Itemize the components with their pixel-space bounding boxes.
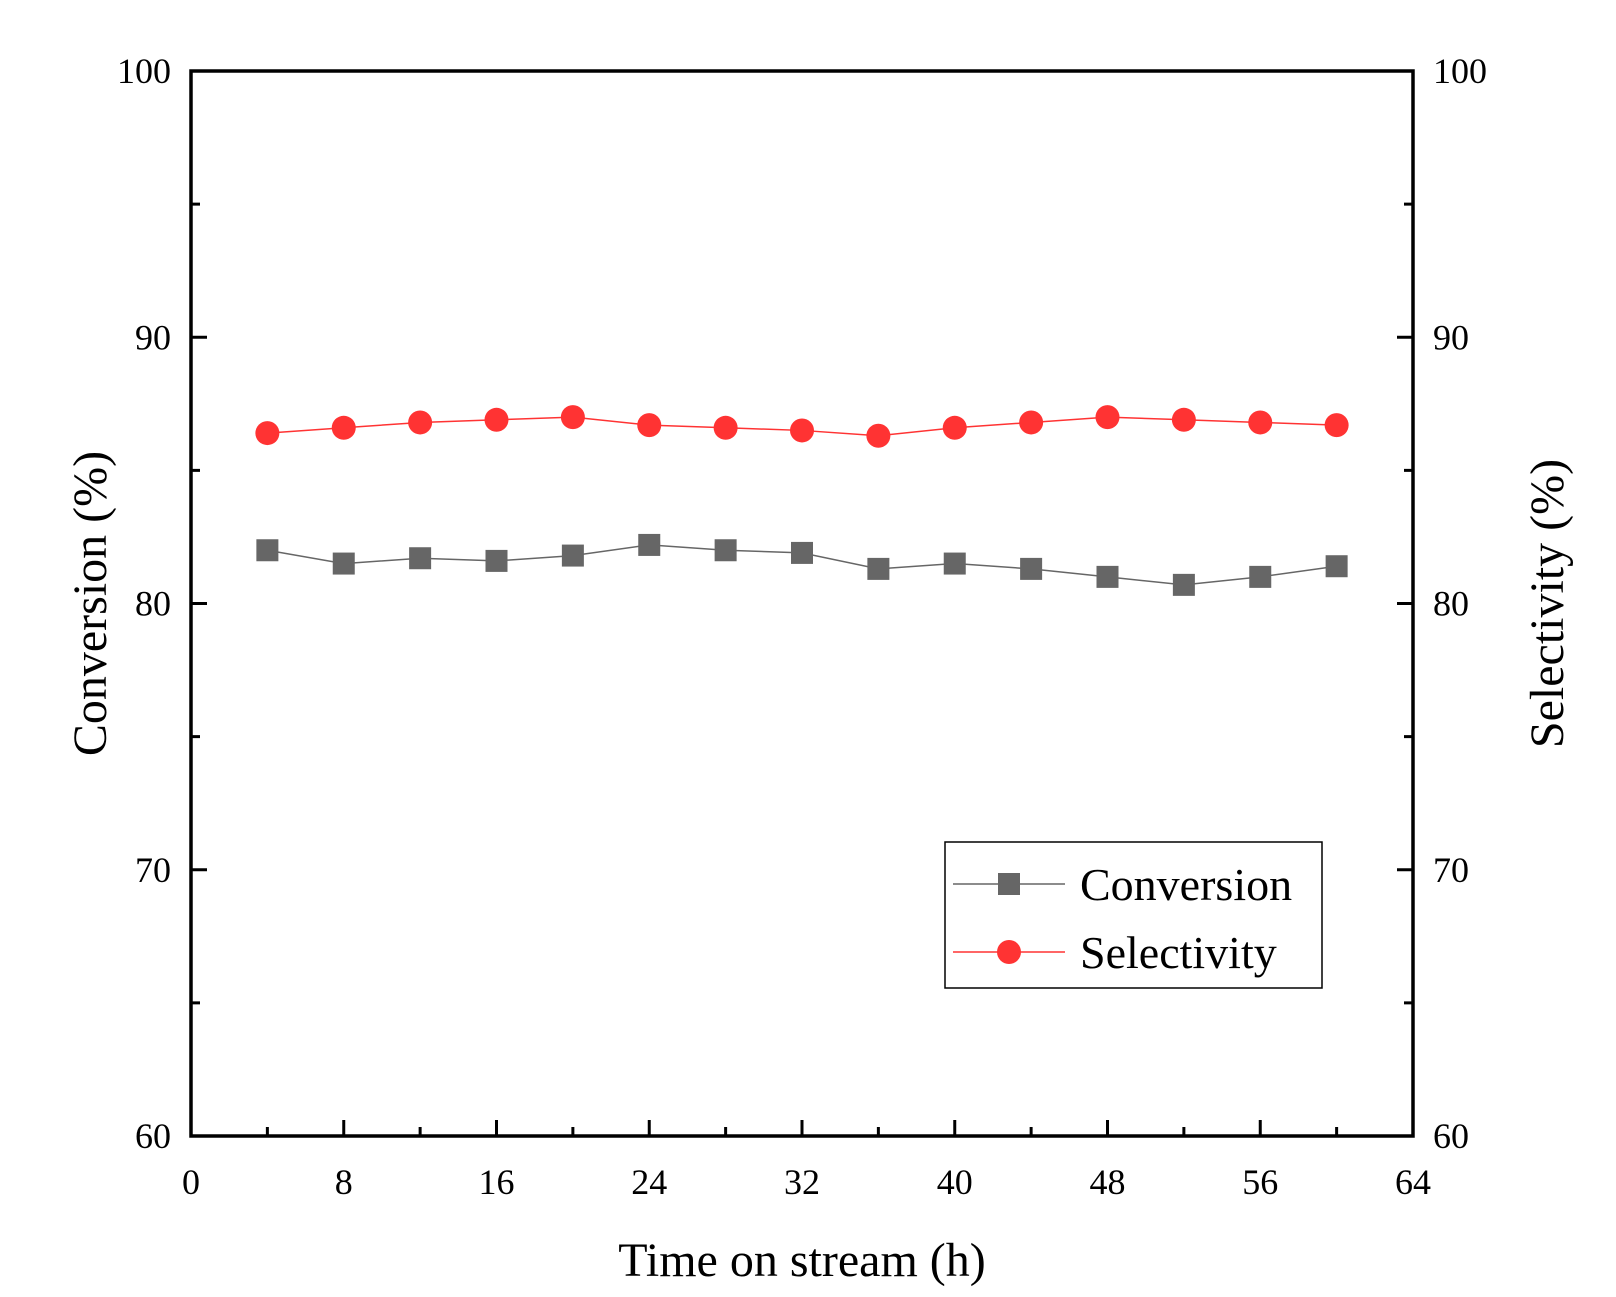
y-tick-label-left: 90 [135, 317, 171, 357]
data-point-selectivity [1324, 413, 1349, 438]
data-point-selectivity [1248, 410, 1273, 435]
y-axis-title-left: Conversion (%) [64, 451, 117, 756]
x-tick-label: 32 [784, 1162, 820, 1202]
legend-marker-selectivity [997, 940, 1021, 964]
data-point-selectivity [408, 410, 433, 435]
y-tick-label-left: 60 [135, 1116, 171, 1156]
data-point-conversion [1249, 565, 1272, 588]
data-point-selectivity [484, 407, 509, 432]
data-point-conversion [256, 539, 279, 562]
data-point-conversion [1020, 557, 1043, 580]
data-point-selectivity [637, 413, 662, 438]
x-tick-label: 0 [182, 1162, 200, 1202]
y-axis-title-right: Selectivity (%) [1521, 459, 1574, 748]
data-point-selectivity [866, 423, 891, 448]
legend-label-conversion: Conversion [1080, 859, 1292, 910]
data-point-selectivity [942, 415, 967, 440]
data-point-selectivity [1095, 405, 1120, 430]
x-tick-label: 40 [937, 1162, 973, 1202]
plot-frame [189, 69, 1415, 1138]
data-point-selectivity [1019, 410, 1044, 435]
y-tick-label-left: 100 [117, 51, 171, 91]
x-tick-label: 24 [631, 1162, 667, 1202]
data-point-conversion [867, 557, 890, 580]
data-point-conversion [1325, 555, 1348, 578]
data-point-conversion [1096, 565, 1119, 588]
data-point-conversion [561, 544, 584, 567]
x-axis-title: Time on stream (h) [618, 1234, 986, 1287]
y-tick-label-right: 80 [1433, 584, 1469, 624]
x-tick-label: 16 [479, 1162, 515, 1202]
data-point-selectivity [255, 421, 280, 446]
x-tick-label: 8 [335, 1162, 353, 1202]
data-point-conversion [409, 547, 432, 570]
legend: Conversion Selectivity [944, 841, 1323, 989]
series-layer [255, 405, 1349, 596]
data-point-conversion [1172, 573, 1195, 596]
data-point-conversion [332, 552, 355, 575]
data-point-selectivity [1171, 407, 1196, 432]
y-tick-label-left: 70 [135, 850, 171, 890]
data-point-selectivity [713, 415, 738, 440]
data-point-selectivity [790, 418, 814, 443]
y-tick-label-left: 80 [135, 584, 171, 624]
data-point-conversion [485, 549, 508, 572]
x-tick-label: 64 [1395, 1162, 1431, 1202]
y-tick-label-right: 100 [1433, 51, 1487, 91]
data-point-conversion [791, 541, 813, 564]
data-point-conversion [714, 539, 737, 562]
y-tick-label-right: 60 [1433, 1116, 1469, 1156]
x-tick-label: 56 [1242, 1162, 1278, 1202]
data-point-conversion [943, 552, 966, 575]
y-tick-label-right: 90 [1433, 317, 1469, 357]
legend-items: Conversion Selectivity [953, 859, 1292, 978]
y-tick-label-right: 70 [1433, 850, 1469, 890]
data-point-selectivity [560, 405, 585, 430]
data-point-selectivity [331, 415, 356, 440]
x-tick-label: 48 [1090, 1162, 1126, 1202]
legend-marker-conversion [998, 873, 1020, 895]
data-point-conversion [638, 533, 661, 556]
legend-label-selectivity: Selectivity [1080, 927, 1277, 978]
